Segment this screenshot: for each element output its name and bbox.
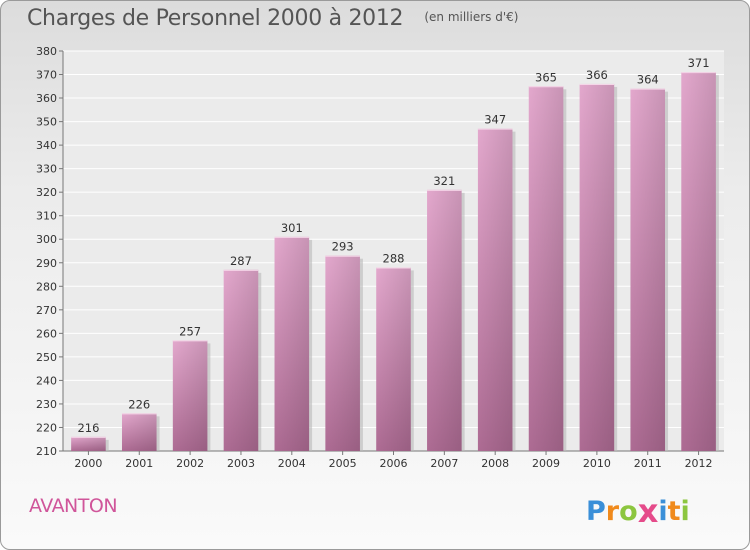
x-tick-label: 2012 <box>685 457 713 470</box>
chart-subtitle: (en milliers d'€) <box>424 10 519 24</box>
x-tick-label: 2006 <box>380 457 408 470</box>
logo-letter: x <box>637 492 659 530</box>
x-tick-label: 2007 <box>430 457 458 470</box>
bar-shade <box>630 88 666 451</box>
x-tick-label: 2005 <box>329 457 357 470</box>
x-tick-label: 2000 <box>74 457 102 470</box>
y-tick-label: 290 <box>36 257 57 270</box>
chart-title: Charges de Personnel 2000 à 2012 <box>27 6 404 31</box>
y-tick-label: 270 <box>36 304 57 317</box>
y-tick-label: 380 <box>36 45 57 58</box>
y-tick-label: 340 <box>36 139 57 152</box>
logo-letter: t <box>667 496 681 527</box>
y-tick-label: 230 <box>36 398 57 411</box>
bar-shade <box>477 128 513 451</box>
x-tick-label: 2009 <box>532 457 560 470</box>
label-layer: 210 220 230 240 250 260 270 280 290 300 310 320 330 3… <box>36 45 713 470</box>
data-label: 321 <box>433 174 455 188</box>
logo-letter: i <box>680 496 690 527</box>
bar-shade <box>71 436 106 451</box>
bar-shade <box>121 413 157 451</box>
data-label: 216 <box>77 421 99 435</box>
city-name: AVANTON <box>29 495 118 517</box>
data-label: 288 <box>383 251 405 265</box>
y-tick-label: 220 <box>36 421 57 434</box>
y-tick-label: 300 <box>36 233 57 246</box>
bar-shade <box>681 72 716 452</box>
data-label: 371 <box>688 56 710 70</box>
x-tick-label: 2003 <box>227 457 255 470</box>
data-label: 347 <box>484 113 506 127</box>
logo-letter: o <box>619 496 638 527</box>
bar-shade <box>274 236 310 451</box>
x-tick-label: 2002 <box>176 457 204 470</box>
data-label: 365 <box>535 70 557 84</box>
y-tick-label: 260 <box>36 327 57 340</box>
x-tick-label: 2004 <box>278 457 306 470</box>
bar-layer <box>71 72 719 452</box>
bar-shade <box>376 267 411 451</box>
data-label: 257 <box>179 324 201 338</box>
x-tick-label: 2001 <box>125 457 153 470</box>
bar-shade <box>223 269 259 451</box>
bar-shade <box>579 83 615 452</box>
y-tick-label: 330 <box>36 163 57 176</box>
data-label: 366 <box>586 68 608 82</box>
proxiti-logo: Proxiti <box>586 490 690 530</box>
y-tick-label: 280 <box>36 280 57 293</box>
title-row: Charges de Personnel 2000 à 2012 (en mil… <box>27 6 518 31</box>
x-tick-label: 2011 <box>634 457 662 470</box>
bar-shade <box>427 189 462 451</box>
y-tick-label: 250 <box>36 351 57 364</box>
y-tick-label: 210 <box>36 445 57 458</box>
bar-shade <box>528 86 564 451</box>
data-label: 301 <box>281 221 303 235</box>
data-label: 293 <box>332 240 354 254</box>
y-tick-label: 350 <box>36 116 57 129</box>
logo-letter: i <box>658 496 668 527</box>
data-label: 364 <box>637 73 659 87</box>
data-label: 226 <box>128 397 150 411</box>
y-tick-label: 320 <box>36 186 57 199</box>
y-tick-label: 240 <box>36 374 57 387</box>
data-label: 287 <box>230 254 252 268</box>
logo-letter: r <box>605 496 620 527</box>
y-tick-label: 370 <box>36 69 57 82</box>
bar-shade <box>172 340 208 451</box>
y-tick-label: 310 <box>36 210 57 223</box>
logo-letter: P <box>586 496 606 527</box>
x-tick-label: 2010 <box>583 457 611 470</box>
y-tick-label: 360 <box>36 92 57 105</box>
x-tick-label: 2008 <box>481 457 509 470</box>
bar-shade <box>325 255 360 451</box>
